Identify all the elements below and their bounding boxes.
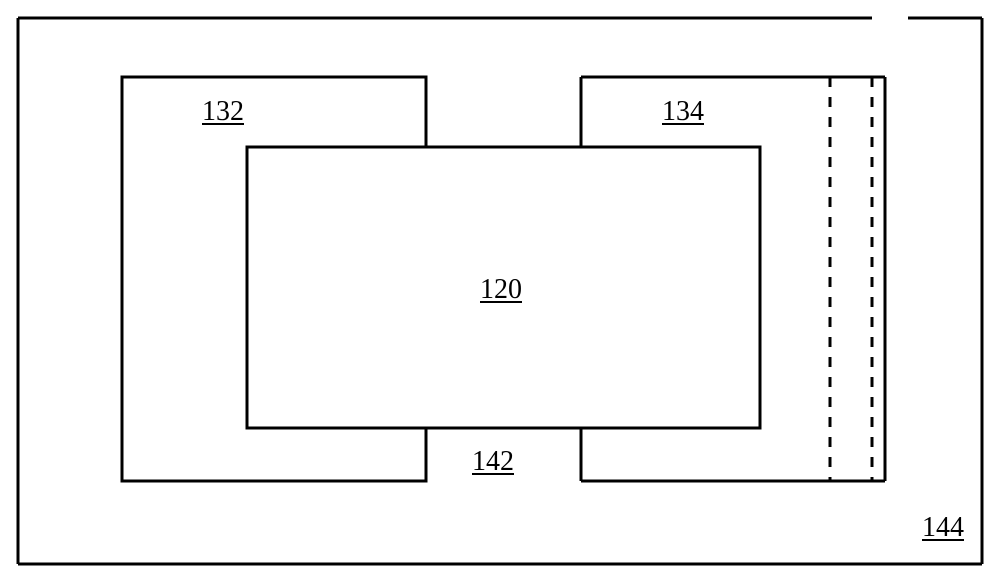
label-134: 134 bbox=[662, 96, 704, 128]
label-120: 120 bbox=[480, 274, 522, 306]
label-142: 142 bbox=[472, 446, 514, 478]
label-132: 132 bbox=[202, 96, 244, 128]
label-144: 144 bbox=[922, 512, 964, 544]
